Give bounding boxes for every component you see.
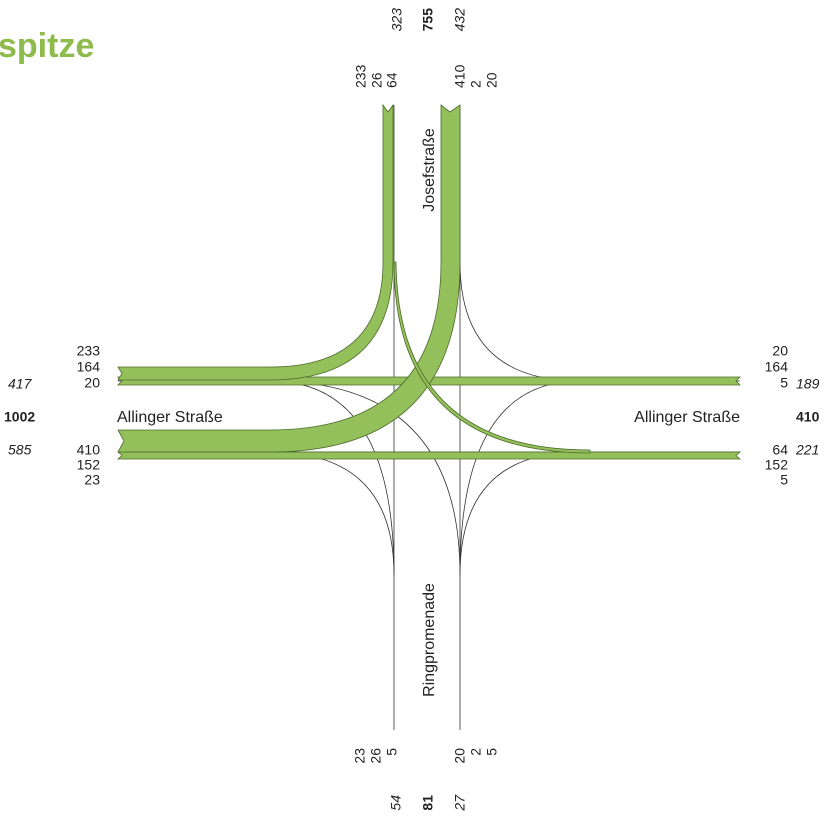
flow-band bbox=[117, 104, 461, 453]
flow-band bbox=[393, 261, 591, 454]
count-label: 323 bbox=[389, 8, 405, 32]
count-label: 1002 bbox=[4, 409, 35, 425]
count-label: 410 bbox=[452, 64, 468, 88]
count-label: 23 bbox=[84, 472, 100, 488]
count-label: 164 bbox=[765, 359, 789, 375]
turn-curve bbox=[269, 380, 461, 576]
street-label: Allinger Straße bbox=[117, 409, 223, 426]
count-label: 26 bbox=[369, 72, 385, 88]
count-label: 20 bbox=[484, 72, 500, 88]
count-label: 189 bbox=[796, 376, 820, 392]
count-label: 233 bbox=[77, 343, 101, 359]
count-label: 64 bbox=[772, 442, 788, 458]
count-label: 64 bbox=[384, 72, 400, 88]
count-label: 164 bbox=[77, 359, 101, 375]
turn-curve bbox=[459, 261, 581, 382]
count-label: 20 bbox=[772, 343, 788, 359]
turn-curve bbox=[459, 380, 581, 576]
street-label: Josefstraße bbox=[421, 128, 438, 212]
count-label: 152 bbox=[765, 457, 789, 473]
turn-curve bbox=[459, 451, 581, 576]
count-label: 233 bbox=[353, 64, 369, 88]
count-label: 755 bbox=[420, 8, 436, 32]
flow-band bbox=[117, 103, 394, 381]
count-label: 585 bbox=[8, 442, 32, 458]
turn-curve bbox=[269, 451, 395, 576]
count-label: 5 bbox=[384, 748, 400, 756]
title: spitze bbox=[0, 27, 94, 65]
count-label: 152 bbox=[77, 457, 101, 473]
count-label: 221 bbox=[795, 442, 819, 458]
street-label: Allinger Straße bbox=[634, 409, 740, 426]
count-label: 5 bbox=[780, 472, 788, 488]
count-label: 26 bbox=[368, 748, 384, 764]
count-label: 81 bbox=[420, 795, 436, 811]
count-label: 432 bbox=[452, 8, 468, 32]
flow-band bbox=[116, 451, 742, 460]
count-label: 20 bbox=[84, 375, 100, 391]
count-label: 20 bbox=[452, 748, 468, 764]
count-label: 2 bbox=[468, 80, 484, 88]
count-label: 23 bbox=[352, 748, 368, 764]
count-label: 5 bbox=[484, 748, 500, 756]
count-label: 5 bbox=[780, 375, 788, 391]
count-label: 27 bbox=[452, 794, 468, 812]
count-label: 410 bbox=[796, 409, 820, 425]
street-label: Ringpromenade bbox=[421, 583, 438, 697]
count-label: 410 bbox=[77, 442, 101, 458]
count-label: 2 bbox=[468, 748, 484, 756]
count-label: 54 bbox=[388, 795, 404, 811]
count-label: 417 bbox=[8, 376, 33, 392]
